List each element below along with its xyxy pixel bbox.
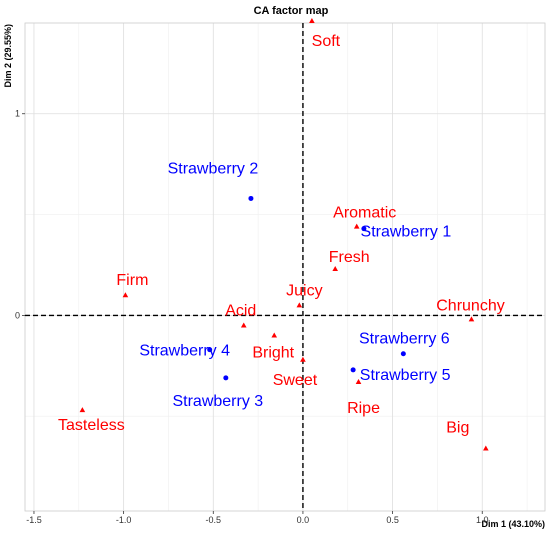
point-label: Bright [252, 345, 294, 362]
y-tick-label: 0 [15, 310, 20, 320]
tick-labels: -1.5 -1.0 -0.5 0.0 0.5 1.0 0 1 [15, 109, 489, 525]
point-label: Strawberry 1 [361, 224, 452, 241]
x-tick-label: -1.0 [116, 515, 132, 525]
point-label: Ripe [347, 400, 380, 417]
point-label: Juicy [286, 282, 322, 299]
point-label: Strawberry 6 [359, 331, 450, 348]
point-marker [300, 356, 306, 362]
x-tick-label: 0.0 [297, 515, 310, 525]
point-label: Firm [116, 272, 148, 289]
y-axis-label: Dim 2 (29.55%) [3, 24, 13, 88]
point-label: Sweet [273, 372, 318, 389]
point-marker [483, 445, 489, 451]
data-points: Strawberry 1 Strawberry 2 Strawberry 3 Stra… [58, 17, 505, 451]
point-marker [248, 195, 254, 201]
point-marker [350, 367, 356, 373]
point-marker [296, 302, 303, 308]
point-label: Fresh [329, 249, 370, 266]
point-marker [207, 347, 213, 353]
point-label: Tasteless [58, 417, 125, 434]
point-marker [353, 223, 360, 229]
point-marker [271, 332, 278, 338]
point-label: Acid [225, 302, 256, 319]
x-tick-label: 1.0 [476, 515, 489, 525]
point-label: Aromatic [333, 205, 396, 222]
point-label: Soft [312, 33, 341, 50]
point-marker [122, 292, 129, 298]
grid [25, 23, 545, 511]
point-label: Strawberry 5 [360, 367, 451, 384]
point-marker [332, 266, 339, 272]
x-tick-label: 0.5 [386, 515, 399, 525]
point-marker [223, 375, 229, 381]
axes [25, 23, 545, 511]
chart-title: CA factor map [254, 5, 329, 17]
point-label: Chrunchy [436, 297, 504, 314]
x-tick-label: -0.5 [206, 515, 222, 525]
point-marker [355, 378, 362, 384]
point-marker [309, 17, 315, 23]
point-marker [361, 226, 367, 232]
y-tick-label: 1 [15, 109, 20, 119]
point-marker [79, 407, 86, 413]
point-label: Big [446, 419, 469, 436]
x-tick-label: -1.5 [26, 515, 42, 525]
point-label: Strawberry 3 [172, 393, 263, 410]
x-axis-label: Dim 1 (43.10%) [481, 519, 545, 529]
point-marker [240, 322, 247, 328]
point-marker [400, 351, 406, 357]
point-label: Strawberry 2 [168, 160, 259, 177]
point-label: Strawberry 4 [139, 343, 230, 360]
point-marker [468, 316, 475, 322]
plot-border [24, 22, 546, 512]
